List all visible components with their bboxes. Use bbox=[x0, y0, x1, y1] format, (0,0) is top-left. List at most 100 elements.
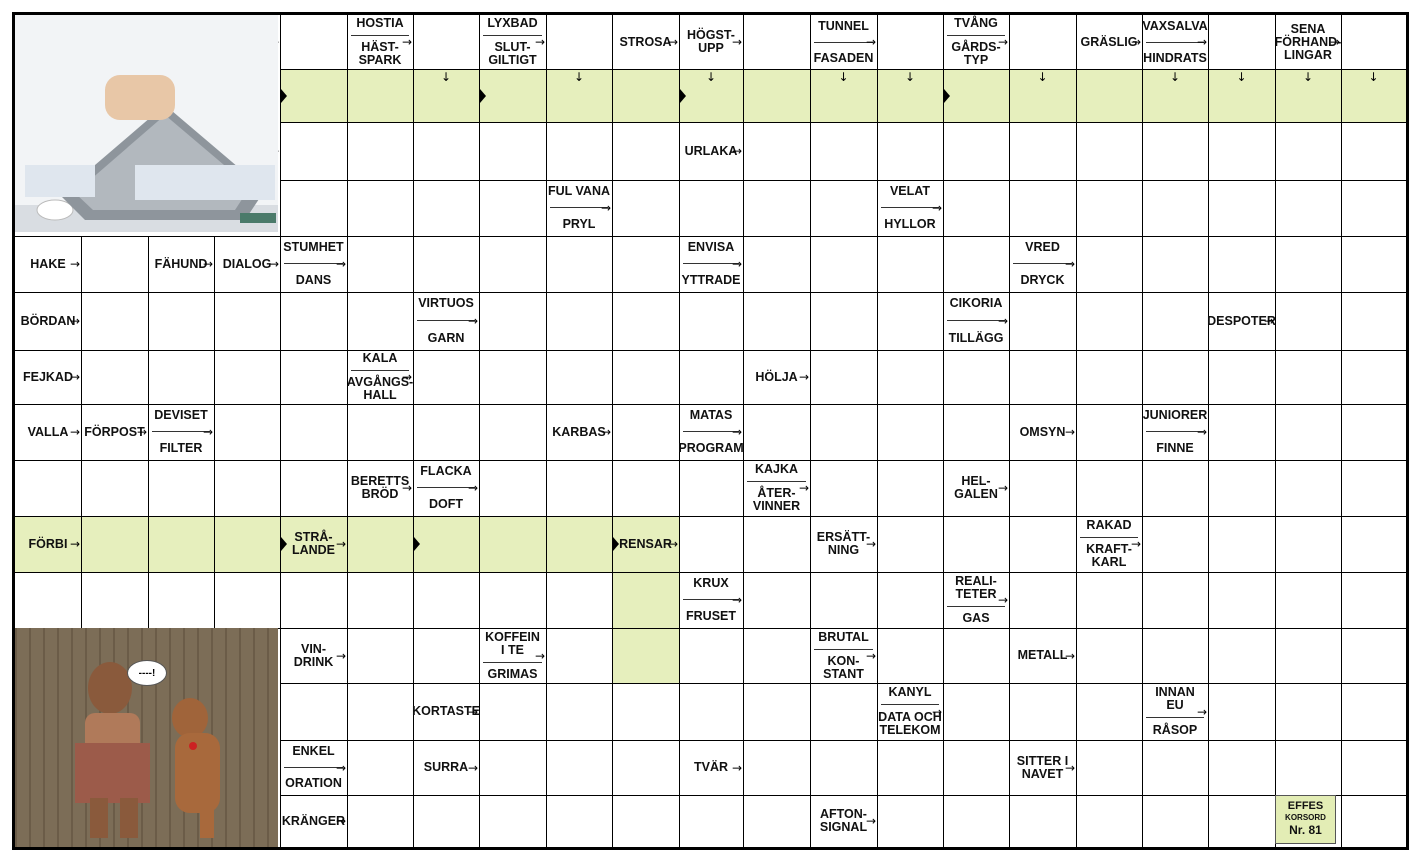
clue-text: DEVISET bbox=[154, 407, 208, 422]
clue-text: FINNE bbox=[1156, 441, 1194, 456]
answer-band-vertical bbox=[612, 572, 679, 683]
clue-text: HYLLOR bbox=[884, 217, 936, 232]
clue-cell: TUNNEL FASADEN bbox=[810, 15, 877, 69]
clue-text: CIKORIA bbox=[949, 296, 1003, 311]
clue-text: ORATION bbox=[285, 776, 342, 791]
clue-cell: OMSYN bbox=[1009, 404, 1076, 460]
clue-text: DATA OCH TELEKOM bbox=[878, 710, 942, 738]
clue-text: HINDRATS bbox=[1143, 50, 1207, 65]
grid-hline bbox=[15, 350, 1406, 351]
clue-divider bbox=[947, 320, 1005, 322]
arrow-right-icon: → bbox=[1065, 760, 1076, 775]
arrow-right-icon: → bbox=[336, 648, 347, 663]
answer-band-top bbox=[280, 69, 1406, 122]
clue-divider bbox=[947, 605, 1005, 607]
grid-vline bbox=[347, 15, 348, 847]
arrow-right-icon: → bbox=[601, 201, 612, 215]
clue-text: HÄST- SPARK bbox=[358, 39, 402, 67]
clue-cell: DEVISET FILTER bbox=[148, 404, 214, 460]
clue-divider bbox=[1146, 431, 1204, 433]
clue-cell: JUNIORER FINNE bbox=[1142, 404, 1208, 460]
clue-text: ÅTER- VINNER bbox=[752, 486, 801, 514]
clue-divider bbox=[1080, 536, 1138, 538]
clue-cell: KRUX FRUSET bbox=[679, 572, 743, 628]
puzzle-badge: EFFES KORSORD Nr. 81 bbox=[1275, 795, 1336, 844]
clue-text: METALL bbox=[1017, 648, 1068, 662]
clue-cell: ENVISA YTTRADE bbox=[679, 236, 743, 292]
arrow-down-icon: ↓ bbox=[1303, 70, 1314, 84]
clue-cell: FÖRBI bbox=[15, 516, 81, 572]
clue-cell: FÖRPOST bbox=[81, 404, 148, 460]
clue-cell: KARBAS bbox=[546, 404, 612, 460]
clue-divider bbox=[881, 207, 939, 209]
clue-cell: VIN- DRINK bbox=[280, 628, 347, 683]
clue-text: STRÅ- LANDE bbox=[291, 530, 336, 557]
clue-cell: HOSTIA HÄST- SPARK bbox=[347, 15, 413, 69]
grid-vline bbox=[413, 15, 414, 847]
arrow-right-icon: → bbox=[468, 704, 479, 719]
clue-text: ERSÄTT- NING bbox=[816, 530, 871, 557]
grid-hline bbox=[15, 628, 1406, 629]
clue-divider bbox=[284, 263, 343, 265]
arrow-right-icon: → bbox=[70, 370, 81, 384]
clue-cell: RAKAD KRAFT- KARL bbox=[1076, 516, 1142, 572]
photo-border bbox=[15, 236, 280, 237]
clue-text: DRYCK bbox=[1020, 273, 1065, 288]
clue-text: DIALOG bbox=[222, 256, 272, 271]
arrow-right-icon: → bbox=[1065, 648, 1076, 663]
clue-cell: FÄHUND bbox=[148, 236, 214, 292]
outer-frame bbox=[12, 12, 1409, 850]
arrow-right-icon: → bbox=[535, 648, 546, 663]
clue-text: VELAT bbox=[889, 183, 931, 198]
grid-vline bbox=[743, 15, 744, 847]
clue-text: TUNNEL bbox=[818, 18, 869, 33]
clue-cell: VELAT HYLLOR bbox=[877, 180, 943, 236]
clue-cell: AFTON- SIGNAL bbox=[810, 795, 877, 847]
arrow-down-icon: ↓ bbox=[905, 70, 916, 84]
clue-divider bbox=[1013, 263, 1072, 265]
arrow-right-icon: → bbox=[866, 648, 877, 663]
badge-line2: KORSORD bbox=[1285, 813, 1326, 822]
clue-divider bbox=[351, 34, 409, 36]
clue-cell: VAXSALVA HINDRATS bbox=[1142, 15, 1208, 69]
arrow-down-icon: ↓ bbox=[838, 70, 849, 84]
arrow-down-icon: ↓ bbox=[441, 70, 452, 84]
clue-divider bbox=[351, 369, 409, 371]
arrow-right-icon: → bbox=[732, 760, 743, 775]
clue-text: TILLÄGG bbox=[948, 330, 1004, 345]
clue-text: VIRTUOS bbox=[418, 296, 474, 311]
clue-cell: KOFFEIN I TE GRIMAS bbox=[479, 628, 546, 683]
clue-cell: TVÅNG GÅRDS- TYP bbox=[943, 15, 1009, 69]
arrow-right-icon: → bbox=[1065, 425, 1076, 439]
answer-start-icon bbox=[480, 88, 486, 103]
clue-text: KON- STANT bbox=[823, 653, 864, 681]
clue-divider bbox=[814, 648, 873, 650]
clue-text: RAKAD bbox=[1086, 517, 1132, 532]
clue-text: HEL- GALEN bbox=[954, 474, 998, 501]
clue-cell: DIALOG bbox=[214, 236, 280, 292]
clue-text: FLACKA bbox=[420, 463, 472, 478]
clue-text: STROSA bbox=[619, 34, 672, 49]
clue-cell: SURRA bbox=[413, 740, 479, 795]
clue-text: KAJKA bbox=[754, 461, 799, 476]
clue-text: REALI- TETER bbox=[955, 573, 997, 601]
arrow-right-icon: → bbox=[336, 814, 347, 828]
arrow-down-icon: ↓ bbox=[706, 70, 717, 84]
clue-cell: LYXBAD SLUT- GILTIGT bbox=[479, 15, 546, 69]
top-photo bbox=[15, 15, 278, 232]
clue-text: ENKEL bbox=[292, 743, 335, 758]
clue-cell: KORTASTE bbox=[412, 683, 480, 740]
clue-cell: STROSA bbox=[612, 15, 679, 69]
clue-text: ENVISA bbox=[687, 239, 735, 254]
clue-text: HÖGST- UPP bbox=[687, 28, 735, 55]
answer-start-icon bbox=[613, 537, 619, 551]
clue-text: BÖRDAN bbox=[20, 313, 76, 328]
grid-hline bbox=[15, 292, 1406, 293]
clue-divider bbox=[417, 320, 475, 322]
arrow-right-icon: → bbox=[998, 35, 1009, 49]
grid-vline bbox=[81, 236, 82, 628]
clue-text: KRAFT- KARL bbox=[1086, 542, 1132, 570]
clue-divider bbox=[417, 487, 475, 489]
clue-cell: METALL bbox=[1009, 628, 1076, 683]
